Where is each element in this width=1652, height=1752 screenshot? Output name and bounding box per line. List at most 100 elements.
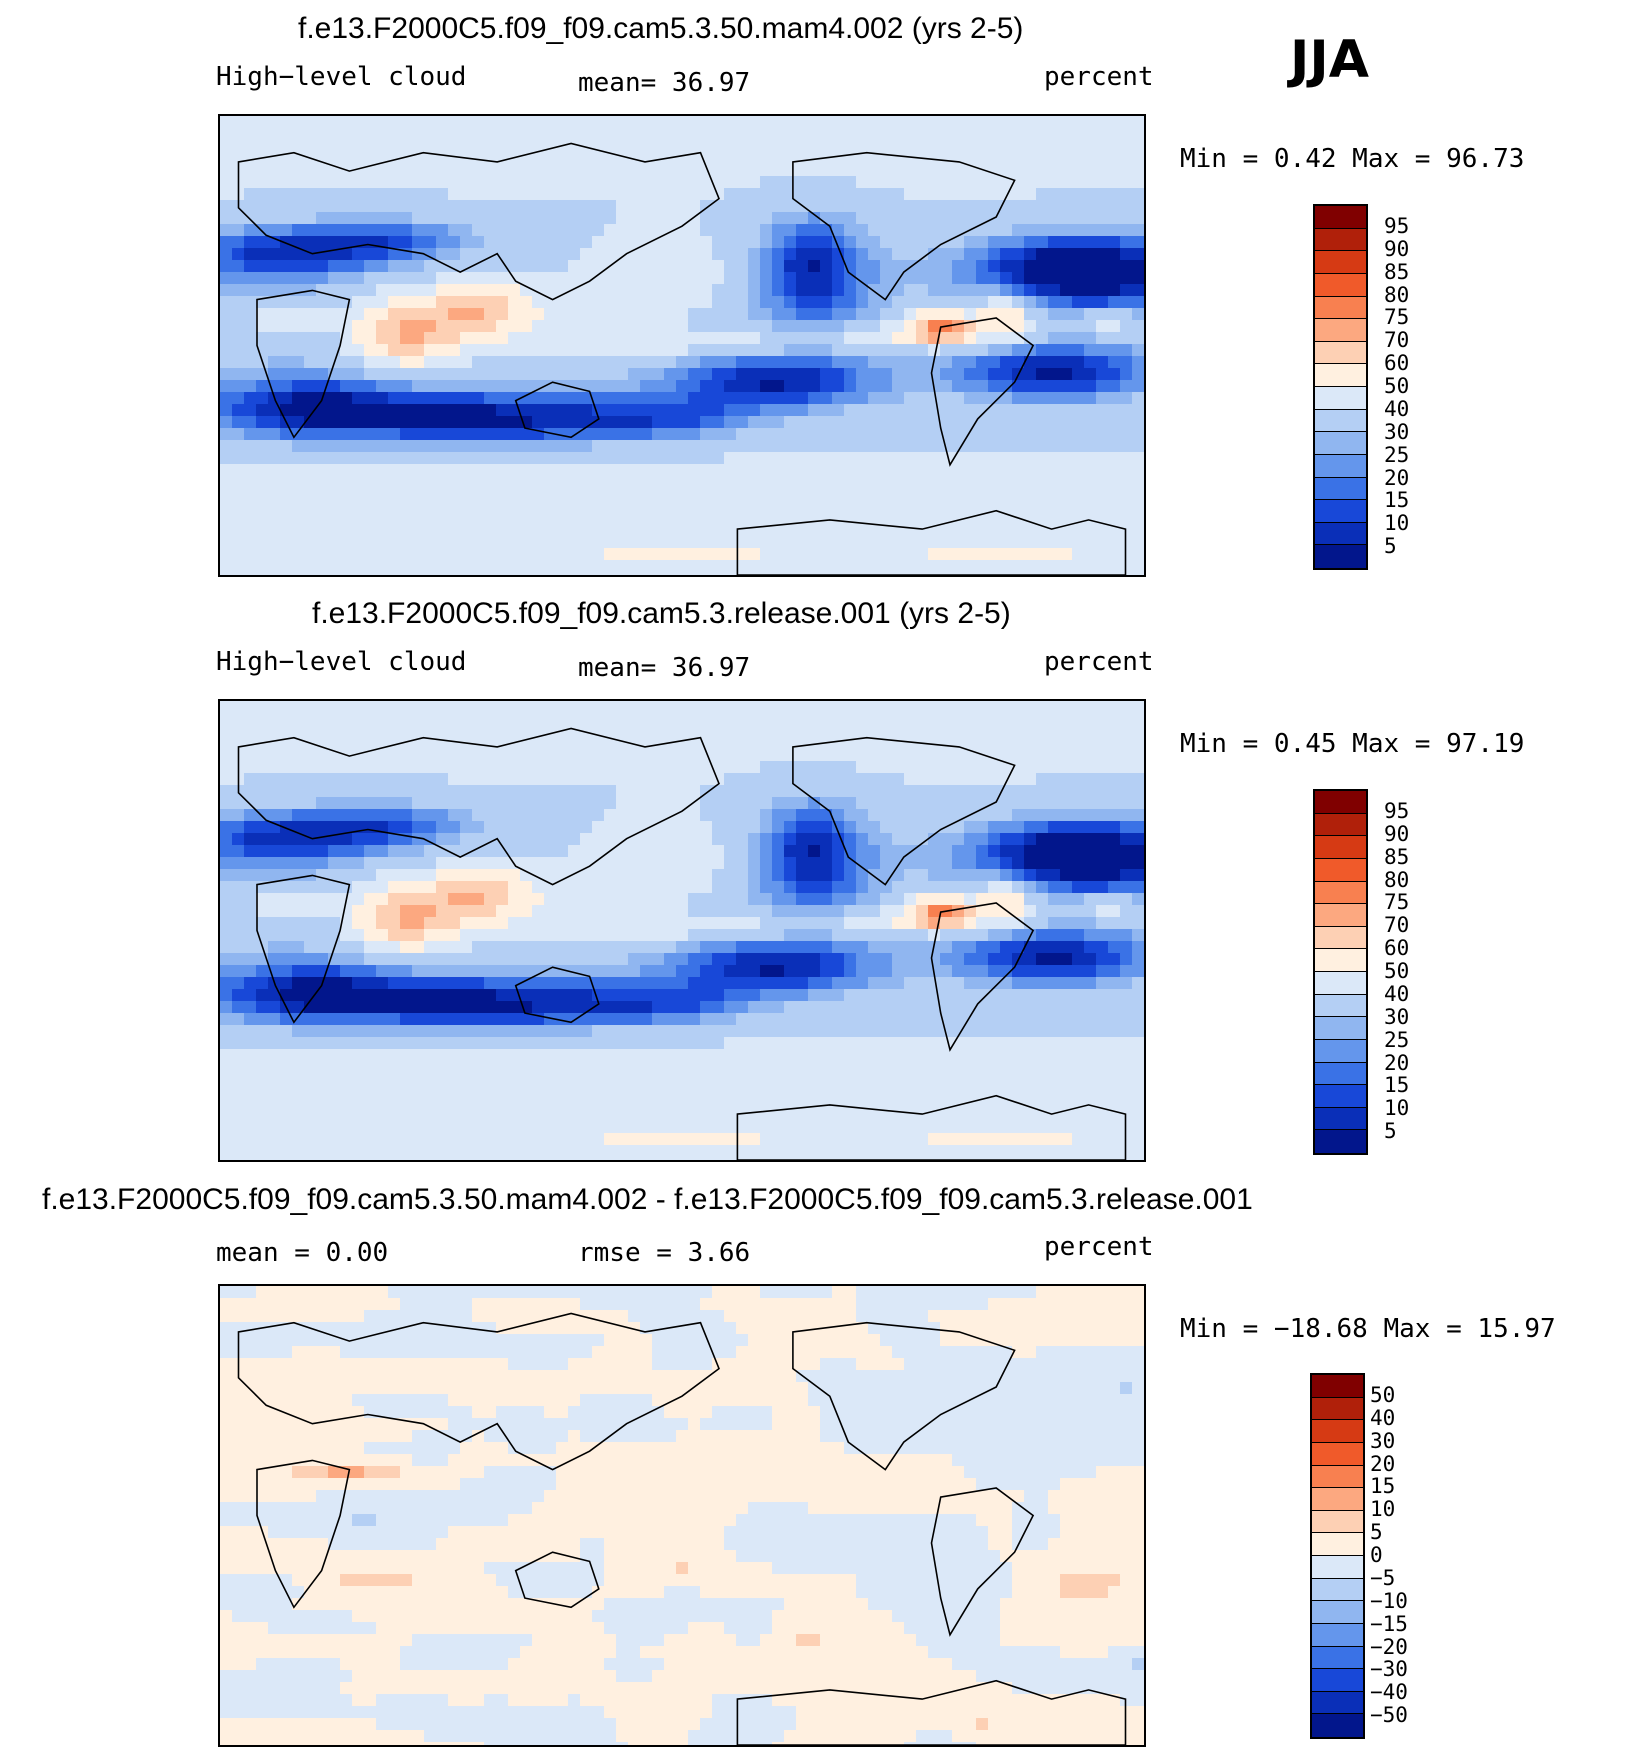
field-cell <box>1036 737 1049 750</box>
field-cell <box>808 857 821 870</box>
field-cell <box>1072 929 1085 942</box>
field-cell <box>796 212 809 225</box>
field-cell <box>700 140 713 153</box>
field-cell <box>736 785 749 798</box>
field-cell <box>568 761 581 774</box>
field-cell <box>760 236 773 249</box>
field-cell <box>520 404 533 417</box>
field-cell <box>532 524 545 537</box>
field-cell <box>1108 548 1121 561</box>
field-cell <box>280 212 293 225</box>
field-cell <box>292 917 305 930</box>
field-cell <box>304 236 317 249</box>
field-cell <box>244 320 257 333</box>
field-cell <box>580 224 593 237</box>
field-cell <box>760 116 773 129</box>
field-cell <box>748 224 761 237</box>
field-cell <box>460 512 473 525</box>
field-cell <box>904 140 917 153</box>
field-cell <box>964 857 977 870</box>
field-cell <box>484 536 497 549</box>
field-cell <box>352 476 365 489</box>
field-cell <box>700 941 713 954</box>
field-cell <box>1096 953 1109 966</box>
field-cell <box>664 308 677 321</box>
field-cell <box>1108 200 1121 213</box>
field-cell <box>1120 152 1133 165</box>
field-cell <box>520 773 533 786</box>
field-cell <box>772 869 785 882</box>
field-cell <box>700 785 713 798</box>
field-cell <box>424 428 437 441</box>
field-cell <box>544 941 557 954</box>
field-cell <box>916 320 929 333</box>
field-cell <box>1048 833 1061 846</box>
field-cell <box>748 785 761 798</box>
field-cell <box>664 260 677 273</box>
field-cell <box>940 761 953 774</box>
coastline <box>514 381 600 439</box>
field-cell <box>532 785 545 798</box>
field-cell <box>760 188 773 201</box>
field-cell <box>640 761 653 774</box>
field-cell <box>460 440 473 453</box>
field-cell <box>520 140 533 153</box>
field-cell <box>376 773 389 786</box>
field-cell <box>364 881 377 894</box>
field-cell <box>412 344 425 357</box>
field-cell <box>796 284 809 297</box>
field-cell <box>832 941 845 954</box>
field-cell <box>712 536 725 549</box>
field-cell <box>952 392 965 405</box>
field-cell <box>652 524 665 537</box>
field-cell <box>892 284 905 297</box>
field-cell <box>1084 176 1097 189</box>
field-cell <box>484 152 497 165</box>
field-cell <box>976 236 989 249</box>
field-cell <box>592 833 605 846</box>
field-cell <box>964 296 977 309</box>
field-cell <box>856 212 869 225</box>
field-cell <box>256 380 269 393</box>
field-cell <box>640 284 653 297</box>
field-cell <box>988 941 1001 954</box>
field-cell <box>424 416 437 429</box>
field-cell <box>904 572 917 575</box>
field-cell <box>1024 224 1037 237</box>
field-cell <box>664 176 677 189</box>
field-cell <box>760 332 773 345</box>
field-cell <box>724 212 737 225</box>
field-cell <box>616 188 629 201</box>
field-cell <box>844 440 857 453</box>
field-cell <box>604 941 617 954</box>
field-cell <box>1060 392 1073 405</box>
field-cell <box>376 869 389 882</box>
field-cell <box>220 356 233 369</box>
field-cell <box>988 236 1001 249</box>
field-cell <box>880 905 893 918</box>
field-cell <box>268 212 281 225</box>
field-cell <box>1036 797 1049 810</box>
field-cell <box>604 296 617 309</box>
field-cell <box>880 236 893 249</box>
field-cell <box>292 140 305 153</box>
field-cell <box>1096 809 1109 822</box>
field-cell <box>484 224 497 237</box>
field-cell <box>724 224 737 237</box>
field-cell <box>844 761 857 774</box>
field-cell <box>868 248 881 261</box>
field-cell <box>1096 761 1109 774</box>
field-cell <box>664 164 677 177</box>
field-cell <box>520 164 533 177</box>
field-cell <box>712 260 725 273</box>
field-cell <box>304 272 317 285</box>
field-cell <box>988 404 1001 417</box>
field-cell <box>496 332 509 345</box>
field-cell <box>220 176 233 189</box>
field-cell <box>472 236 485 249</box>
field-cell <box>232 296 245 309</box>
field-cell <box>508 116 521 129</box>
field-cell <box>532 500 545 513</box>
field-cell <box>820 176 833 189</box>
field-cell <box>952 500 965 513</box>
